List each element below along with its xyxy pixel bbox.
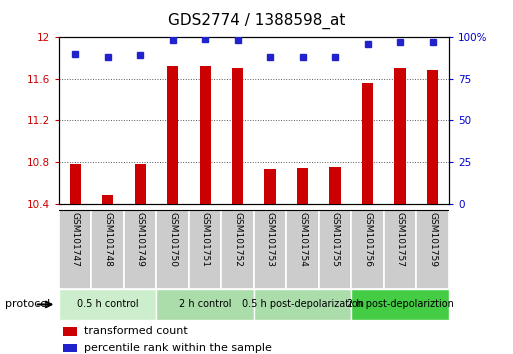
Bar bbox=[427, 70, 438, 204]
Bar bbox=[394, 68, 406, 204]
Text: GSM101751: GSM101751 bbox=[201, 212, 210, 267]
Bar bbox=[319, 210, 351, 289]
Text: GSM101757: GSM101757 bbox=[396, 212, 405, 267]
Bar bbox=[63, 344, 76, 352]
Text: 2 h post-depolariztion: 2 h post-depolariztion bbox=[347, 299, 453, 309]
Bar bbox=[102, 195, 113, 204]
Bar bbox=[156, 210, 189, 289]
Bar bbox=[362, 83, 373, 204]
Text: GSM101752: GSM101752 bbox=[233, 212, 242, 267]
Bar bbox=[351, 289, 449, 320]
Bar bbox=[63, 327, 76, 336]
Bar bbox=[222, 210, 254, 289]
Text: 0.5 h control: 0.5 h control bbox=[77, 299, 139, 309]
Bar bbox=[297, 168, 308, 204]
Bar bbox=[59, 289, 156, 320]
Text: GSM101759: GSM101759 bbox=[428, 212, 437, 267]
Bar bbox=[265, 169, 276, 204]
Bar bbox=[254, 210, 286, 289]
Bar bbox=[59, 210, 91, 289]
Bar bbox=[134, 164, 146, 204]
Bar bbox=[200, 66, 211, 204]
Bar bbox=[189, 210, 222, 289]
Text: 0.5 h post-depolarization: 0.5 h post-depolarization bbox=[242, 299, 364, 309]
Text: GDS2774 / 1388598_at: GDS2774 / 1388598_at bbox=[168, 12, 345, 29]
Text: GSM101754: GSM101754 bbox=[298, 212, 307, 267]
Text: percentile rank within the sample: percentile rank within the sample bbox=[84, 343, 272, 353]
Text: transformed count: transformed count bbox=[84, 326, 188, 336]
Text: 2 h control: 2 h control bbox=[179, 299, 231, 309]
Text: GSM101750: GSM101750 bbox=[168, 212, 177, 267]
Bar bbox=[254, 289, 351, 320]
Bar bbox=[384, 210, 417, 289]
Text: GSM101749: GSM101749 bbox=[136, 212, 145, 267]
Bar bbox=[124, 210, 156, 289]
Bar bbox=[156, 289, 254, 320]
Text: GSM101747: GSM101747 bbox=[71, 212, 80, 267]
Bar bbox=[91, 210, 124, 289]
Text: GSM101755: GSM101755 bbox=[331, 212, 340, 267]
Bar bbox=[167, 66, 179, 204]
Bar bbox=[417, 210, 449, 289]
Bar bbox=[329, 167, 341, 204]
Bar bbox=[232, 68, 243, 204]
Text: GSM101753: GSM101753 bbox=[266, 212, 274, 267]
Text: GSM101756: GSM101756 bbox=[363, 212, 372, 267]
Bar bbox=[351, 210, 384, 289]
Text: protocol: protocol bbox=[5, 299, 50, 309]
Text: GSM101748: GSM101748 bbox=[103, 212, 112, 267]
Bar bbox=[70, 164, 81, 204]
Bar bbox=[286, 210, 319, 289]
